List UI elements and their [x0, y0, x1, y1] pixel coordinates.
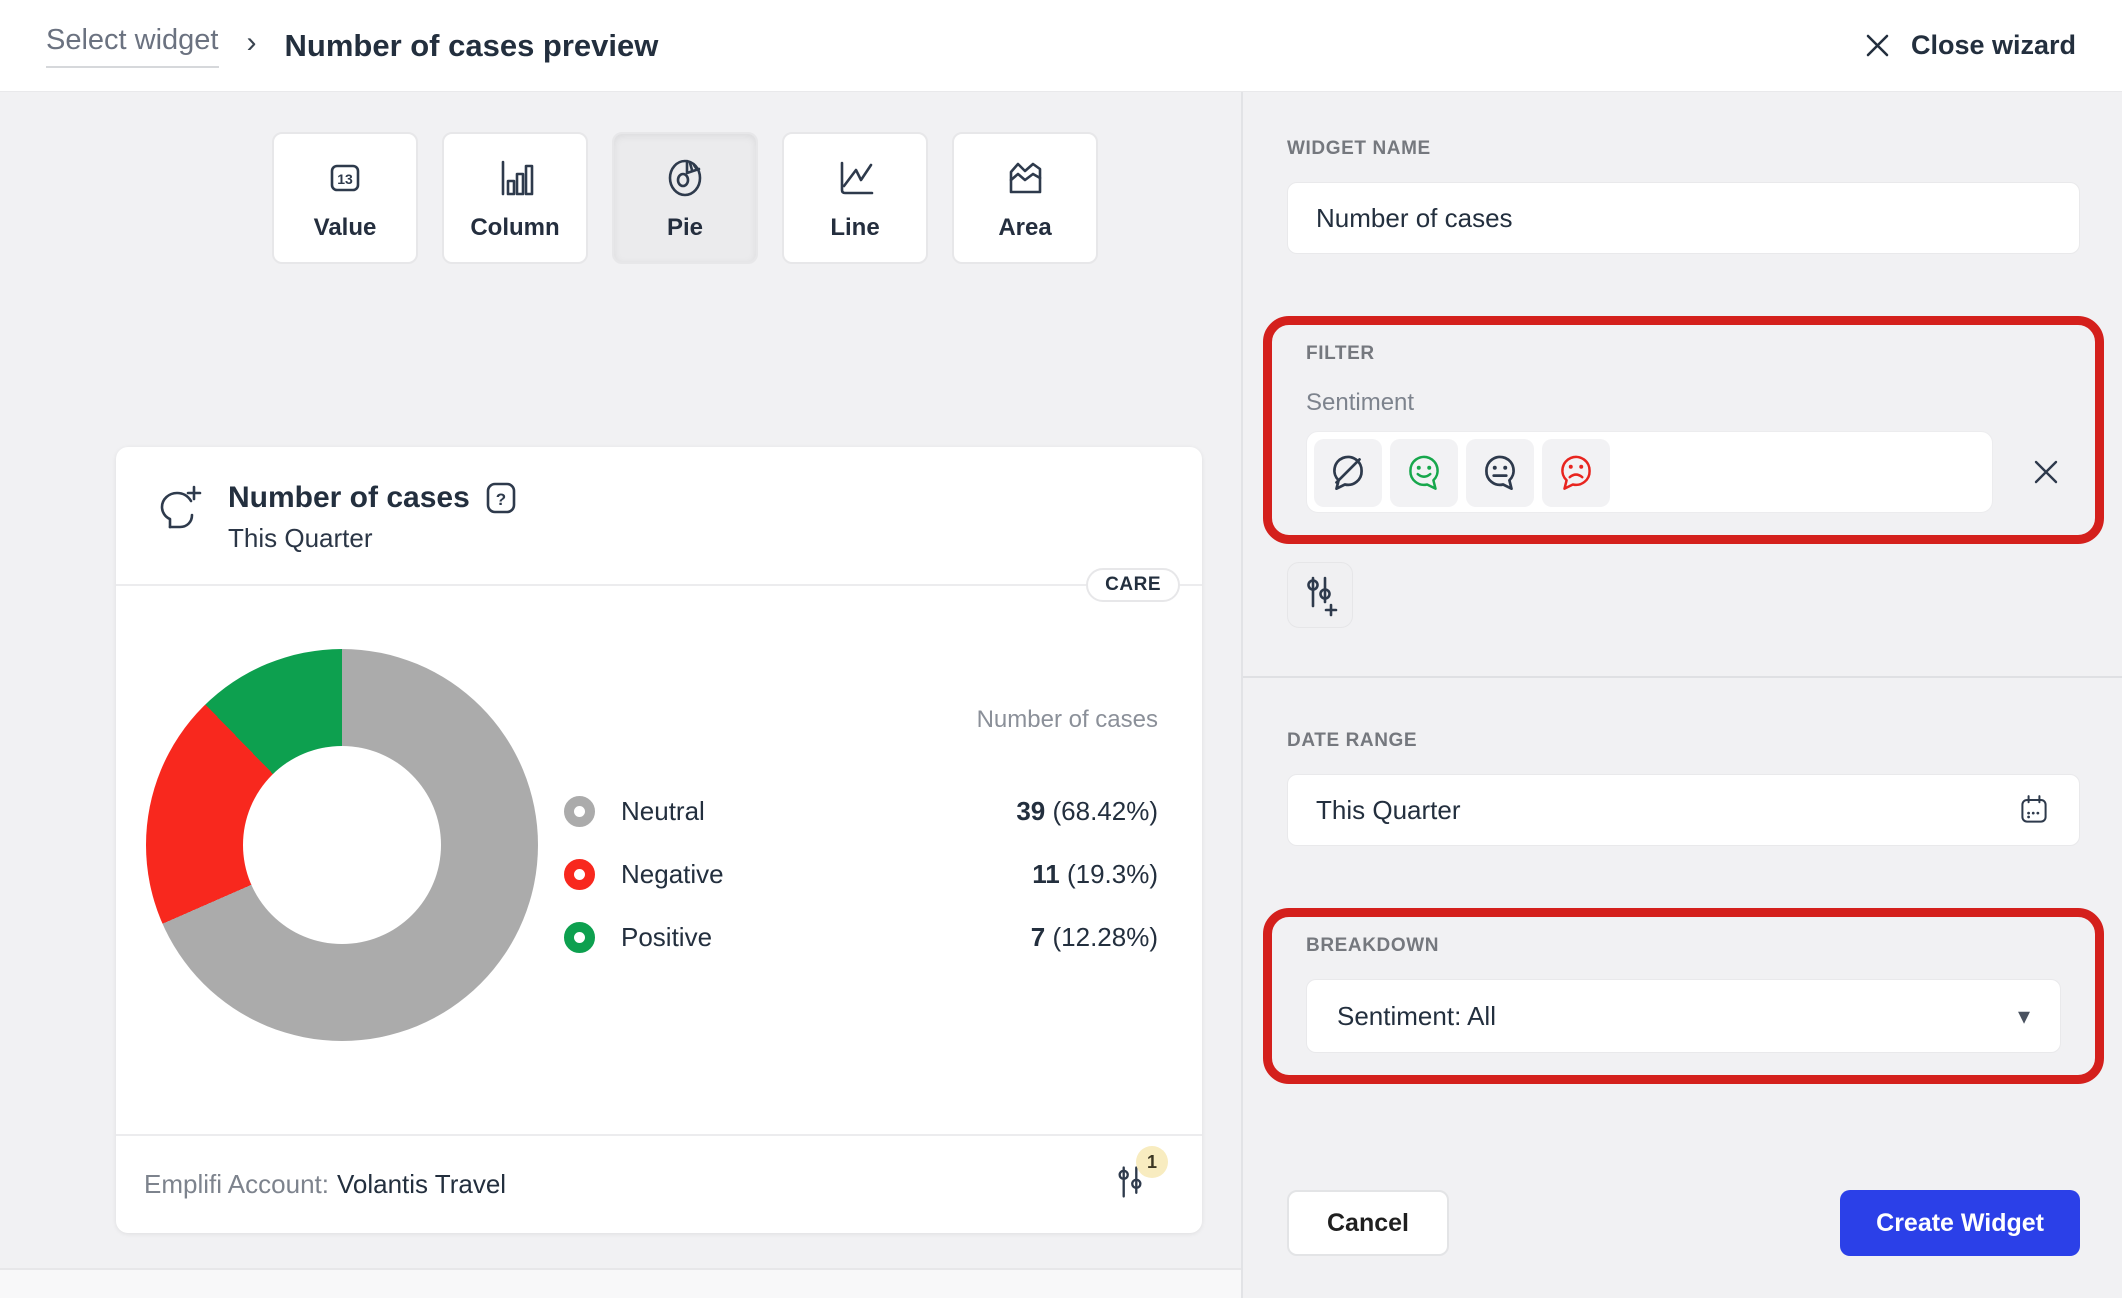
value-widget-icon: 13: [330, 164, 360, 192]
widget-type-column[interactable]: Column: [442, 132, 588, 264]
breakdown-section-highlight: BREAKDOWN Sentiment: All ▾: [1263, 908, 2104, 1084]
negative-dot-icon: [564, 858, 595, 890]
close-icon: [1866, 34, 1889, 57]
page-title: Number of cases preview: [284, 27, 659, 63]
preview-area: 13 Value Column Pie: [0, 92, 1241, 1298]
line-chart-icon: [840, 161, 874, 195]
breadcrumb-select-widget[interactable]: Select widget: [46, 24, 219, 68]
legend-row-negative: Negative 11 (19.3%): [564, 858, 1158, 890]
help-icon[interactable]: ?: [486, 482, 516, 514]
panel-divider: [1243, 676, 2122, 678]
column-chart-icon: [501, 160, 534, 196]
sentiment-field-label: Sentiment: [1306, 389, 1415, 416]
case-plus-icon: [160, 485, 202, 529]
breakdown-dropdown[interactable]: Sentiment: All ▾: [1306, 979, 2061, 1053]
donut-hole: [243, 746, 441, 944]
widget-type-pie[interactable]: Pie: [612, 132, 758, 264]
filter-count-badge: 1: [1136, 1146, 1168, 1178]
create-widget-button[interactable]: Create Widget: [1840, 1190, 2080, 1256]
date-range-input[interactable]: This Quarter: [1287, 774, 2080, 846]
sentiment-negative-icon: [1561, 455, 1591, 490]
legend-column-header: Number of cases: [976, 705, 1158, 733]
add-filter-icon: [1307, 576, 1338, 617]
legend-row-neutral: Neutral 39 (68.42%): [564, 795, 1158, 827]
account-label: Emplifi Account:: [144, 1169, 329, 1199]
widget-type-value[interactable]: 13 Value: [272, 132, 418, 264]
pie-chart-icon: [668, 159, 702, 197]
preview-date-range: This Quarter: [228, 523, 373, 553]
add-filter-button[interactable]: [1287, 562, 1353, 628]
widget-preview-card: Number of cases ? This Quarter CARE: [116, 447, 1202, 1233]
breadcrumb: Select widget › Number of cases preview: [46, 24, 658, 68]
calendar-icon: [2021, 795, 2047, 823]
bottom-strip: [0, 1268, 1241, 1298]
chevron-right-icon: ›: [246, 25, 257, 59]
filter-label: FILTER: [1306, 343, 1375, 364]
sentiment-positive-option[interactable]: [1390, 439, 1458, 507]
neutral-dot-icon: [564, 795, 595, 827]
sentiment-neutral-icon: [1485, 455, 1515, 491]
sentiment-neutral-option[interactable]: [1466, 439, 1534, 507]
donut-chart: [146, 649, 538, 1041]
widget-type-selector: 13 Value Column Pie: [272, 132, 1241, 264]
area-chart-icon: [1009, 162, 1042, 194]
widget-type-area[interactable]: Area: [952, 132, 1098, 264]
preview-title: Number of cases: [228, 481, 470, 514]
sentiment-unset-option[interactable]: [1314, 439, 1382, 507]
breakdown-label: BREAKDOWN: [1306, 935, 1440, 956]
donut-chart-area: Number of cases Neutral 39 (68.42%) Nega…: [116, 586, 1202, 1134]
close-wizard-button[interactable]: Close wizard: [1864, 30, 2076, 61]
widget-name-label: WIDGET NAME: [1287, 138, 1431, 159]
filter-section-highlight: FILTER Sentiment: [1263, 316, 2104, 544]
clear-filter-button[interactable]: [2031, 457, 2061, 487]
widget-name-input[interactable]: Number of cases: [1287, 182, 2080, 254]
svg-text:?: ?: [496, 490, 506, 509]
account-value: Volantis Travel: [336, 1169, 507, 1199]
settings-panel: WIDGET NAME Number of cases FILTER Senti…: [1241, 92, 2122, 1298]
chevron-down-icon: ▾: [2017, 1002, 2030, 1030]
wizard-top-bar: Select widget › Number of cases preview …: [0, 0, 2122, 92]
legend-row-positive: Positive 7 (12.28%): [564, 921, 1158, 953]
sentiment-unset-icon: [1333, 455, 1363, 491]
svg-text:13: 13: [337, 171, 353, 187]
date-range-label: DATE RANGE: [1287, 730, 1418, 751]
cancel-button[interactable]: Cancel: [1287, 1190, 1449, 1256]
positive-dot-icon: [564, 921, 595, 953]
applied-filters-button[interactable]: 1: [1112, 1146, 1168, 1207]
preview-card-footer: Emplifi Account: Volantis Travel 1: [116, 1134, 1202, 1233]
widget-type-line[interactable]: Line: [782, 132, 928, 264]
care-badge: CARE: [1086, 568, 1180, 602]
filter-sliders-icon: [1118, 1166, 1142, 1198]
sentiment-positive-icon: [1409, 455, 1439, 490]
clear-x-icon: [2034, 460, 2058, 484]
chart-legend: Number of cases Neutral 39 (68.42%) Nega…: [564, 706, 1158, 985]
sentiment-negative-option[interactable]: [1542, 439, 1610, 507]
sentiment-filter-input[interactable]: [1306, 431, 1993, 513]
